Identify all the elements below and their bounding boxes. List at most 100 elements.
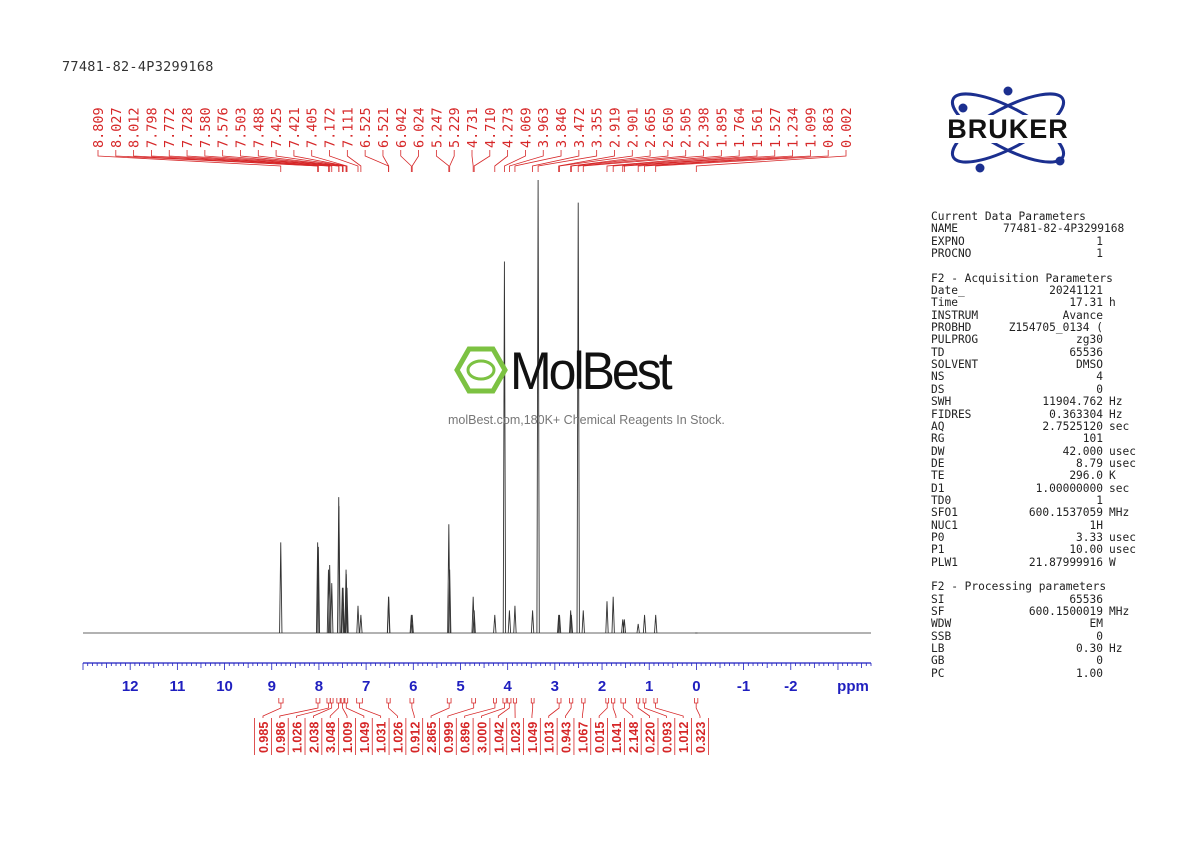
- spectrum-peak: [387, 596, 391, 634]
- integral-bracket: [336, 698, 341, 704]
- peak-label-connector: [168, 150, 331, 172]
- parameter-row: SSB 0: [931, 629, 1146, 643]
- parameter-name: SOLVENT: [931, 358, 979, 372]
- parameter-name: PULPROG: [931, 333, 979, 347]
- peak-label-connector: [558, 150, 615, 172]
- spectrum-peak: [345, 587, 349, 634]
- peak-label-connector: [240, 150, 343, 172]
- parameter-row: AQ 2.7525120 sec: [931, 420, 1146, 433]
- parameter-row: PC 1.00: [931, 666, 1146, 680]
- integral-bracket: [611, 698, 616, 704]
- parameter-row: Date_ 20241121: [931, 284, 1146, 297]
- parameter-row: SI 65536: [931, 592, 1146, 606]
- integral-value: 0.943: [560, 722, 574, 753]
- peak-label: 1.234: [786, 107, 802, 148]
- integral-connector: [464, 703, 496, 718]
- parameter-row: PROCNO 1: [931, 247, 1146, 260]
- parameter-value: 600.1500019: [1028, 605, 1103, 618]
- peak-label-connector: [509, 150, 544, 172]
- parameter-name: NS: [931, 370, 945, 384]
- x-tick-label: 1: [645, 678, 653, 695]
- x-tick-label: 0: [692, 678, 700, 695]
- peak-label-connector: [411, 150, 419, 172]
- peak-label: 4.710: [483, 107, 499, 148]
- parameter-name: PROBHD: [931, 321, 972, 335]
- parameter-name: INSTRUM: [931, 308, 979, 322]
- integral-connector: [359, 703, 382, 718]
- molbest-logo-icon: [454, 346, 508, 394]
- integral-value: 3.048: [324, 722, 338, 753]
- parameter-name: TD: [931, 345, 945, 359]
- peak-label: 3.355: [590, 107, 606, 148]
- parameter-row: P1 10.00 usec: [931, 543, 1146, 557]
- peak-label-connector: [115, 150, 319, 172]
- integral-bracket: [556, 698, 562, 704]
- integral-bracket: [502, 698, 507, 704]
- parameter-unit: usec: [1109, 444, 1136, 458]
- parameter-value: 17.31: [1069, 296, 1103, 310]
- parameter-name: PC: [931, 666, 945, 680]
- parameter-value: EM: [1089, 617, 1103, 631]
- integral-bracket: [581, 698, 586, 704]
- spectrum-peak: [410, 614, 414, 634]
- peak-label: 1.764: [732, 107, 748, 148]
- parameter-name: FIDRES: [931, 407, 972, 421]
- parameter-unit: MHz: [1109, 506, 1130, 520]
- parameter-name: LB: [931, 642, 945, 656]
- peak-label-connector: [655, 150, 829, 172]
- spectrum-peak: [569, 610, 573, 634]
- integral-value: 0.015: [593, 722, 607, 753]
- peak-label: 1.527: [768, 107, 784, 148]
- peak-label: 6.042: [394, 107, 410, 148]
- parameter-unit: usec: [1109, 543, 1136, 557]
- sample-title: 77481-82-4P3299168: [62, 59, 214, 75]
- peak-label-connector: [559, 150, 633, 172]
- integral-connector: [548, 703, 560, 718]
- spectrum-peak: [341, 587, 345, 634]
- parameter-value: 3.33: [1076, 530, 1103, 544]
- integral-bracket: [642, 698, 647, 704]
- integral-value: 0.323: [694, 722, 708, 753]
- spectrum-peak: [316, 546, 321, 634]
- parameter-row: SFO1 600.1537059 MHz: [931, 506, 1146, 520]
- parameter-value: Avance: [1062, 308, 1103, 322]
- integral-value: 0.896: [459, 722, 473, 753]
- peak-label-connector: [257, 150, 344, 172]
- peak-label: 7.580: [198, 107, 214, 148]
- integral-group: 0.985 0.986 1.026 2.038 3.048 1.009 1.049 1.031…: [254, 698, 709, 755]
- peak-label: 0.863: [821, 107, 837, 148]
- peak-label: 8.809: [91, 107, 107, 148]
- parameter-name: NAME: [931, 222, 958, 236]
- parameter-value: 1.00: [1076, 666, 1103, 680]
- integral-connector: [447, 703, 475, 718]
- parameter-row: LB 0.30 Hz: [931, 642, 1146, 656]
- peak-label-connector: [514, 150, 562, 172]
- spectrum-peak: [611, 596, 615, 634]
- integral-value: 0.999: [442, 722, 456, 753]
- peak-label: 3.846: [554, 107, 570, 148]
- peak-label: 7.772: [162, 107, 178, 148]
- parameter-row: P0 3.33 usec: [931, 530, 1146, 544]
- spectrum-peak: [636, 623, 640, 634]
- integral-bracket: [278, 698, 284, 704]
- parameter-value: 0: [1096, 629, 1103, 643]
- parameter-unit: K: [1109, 469, 1116, 483]
- watermark-tagline: molBest.com,180K+ Chemical Reagents In S…: [448, 413, 725, 427]
- peak-label-connector: [275, 150, 347, 172]
- peak-label-connector: [473, 150, 491, 172]
- spectrum-peak: [502, 261, 507, 634]
- peak-label-connector: [537, 150, 598, 172]
- spectrum-peak: [569, 614, 574, 634]
- parameter-row: NUC1 1H: [931, 519, 1146, 532]
- peak-label-connector: [570, 150, 669, 172]
- x-tick-label: 3: [551, 678, 559, 695]
- peak-label: 5.229: [447, 107, 463, 148]
- peak-label: 3.472: [572, 107, 588, 148]
- integral-value: 1.026: [291, 722, 305, 753]
- integral-value: 1.009: [341, 722, 355, 753]
- parameter-name: SI: [931, 592, 945, 606]
- integral-connector: [497, 703, 510, 718]
- parameter-value: 10.00: [1069, 543, 1103, 557]
- integral-connector: [565, 703, 572, 718]
